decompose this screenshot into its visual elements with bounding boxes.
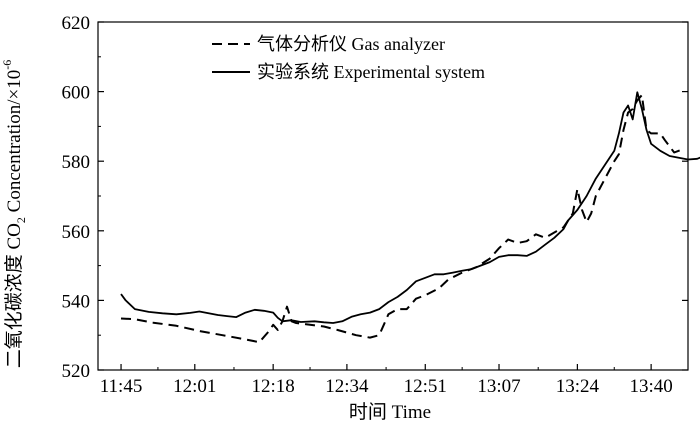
legend-gas-analyzer-label: 气体分析仪 Gas analyzer xyxy=(257,34,445,54)
y-axis-label-main: 二氧化碳浓度 CO xyxy=(3,223,25,368)
x-tick-label: 13:24 xyxy=(556,376,600,397)
x-tick-label: 12:01 xyxy=(173,376,216,397)
legend: 气体分析仪 Gas analyzer 实验系统 Experimental sys… xyxy=(212,34,485,82)
x-tick-label: 12:18 xyxy=(252,376,295,397)
y-tick-label: 600 xyxy=(62,83,91,104)
experimental-system-series-line xyxy=(120,91,700,324)
y-tick-label: 540 xyxy=(62,291,91,312)
gas-analyzer-series-line xyxy=(120,94,684,344)
x-tick-label: 13:40 xyxy=(629,376,672,397)
series-lines xyxy=(120,91,700,344)
y-axis-label-superscript: -6 xyxy=(0,60,14,70)
y-axis-ticks: 520 540 560 580 600 620 xyxy=(62,13,688,382)
x-tick-label: 12:51 xyxy=(404,376,447,397)
legend-experimental-system-label: 实验系统 Experimental system xyxy=(257,62,485,82)
y-axis-label: 二氧化碳浓度 CO2 Concentration/×10-6 xyxy=(0,60,28,369)
y-tick-label: 620 xyxy=(62,13,91,34)
x-tick-label: 12:34 xyxy=(325,376,369,397)
y-axis-label-subscript: 2 xyxy=(14,217,28,223)
y-tick-label: 560 xyxy=(62,222,91,243)
y-tick-label: 580 xyxy=(62,152,91,173)
y-tick-label: 520 xyxy=(62,361,91,382)
x-tick-label: 13:07 xyxy=(477,376,520,397)
x-axis-label: 时间 Time xyxy=(349,401,431,423)
y-axis-label-tail: Concentration/×10 xyxy=(4,70,25,217)
x-tick-label: 11:45 xyxy=(100,376,143,397)
x-axis-ticks: 11:45 12:01 12:18 12:34 12:51 13:07 13:24 13:40 xyxy=(100,364,673,397)
